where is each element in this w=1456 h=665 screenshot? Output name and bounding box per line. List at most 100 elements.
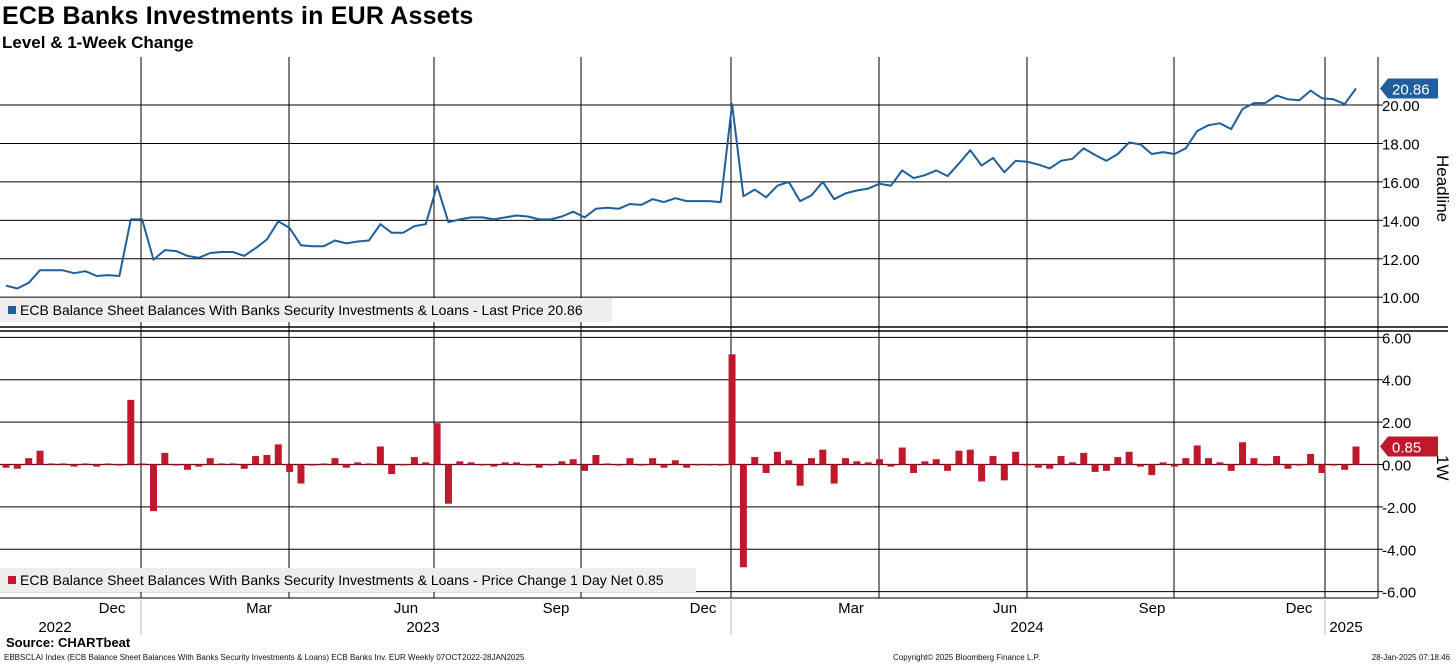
bar xyxy=(354,462,362,465)
copyright: Copyright© 2025 Bloomberg Finance L.P. xyxy=(893,653,1041,662)
bar xyxy=(989,456,997,465)
bar xyxy=(751,457,759,465)
bar xyxy=(297,464,305,484)
bar xyxy=(819,449,827,465)
top-last-value-text: 20.86 xyxy=(1392,82,1430,99)
bar xyxy=(376,446,384,465)
bar xyxy=(694,464,702,466)
bar xyxy=(910,464,918,473)
bar xyxy=(365,463,373,465)
bar xyxy=(342,464,350,468)
bar xyxy=(308,464,316,466)
bottom-y-tick-label: 2.00 xyxy=(1382,415,1411,432)
bar xyxy=(705,464,713,466)
x-tick-label: Mar xyxy=(838,600,864,617)
bottom-y-tick-label: -6.00 xyxy=(1382,585,1416,602)
bar xyxy=(161,452,169,465)
top-last-value-box xyxy=(1380,78,1438,99)
bar xyxy=(456,461,464,465)
bar xyxy=(184,464,192,470)
bar xyxy=(1034,464,1042,468)
bar xyxy=(671,460,679,465)
x-tick-label: Jun xyxy=(394,600,418,617)
bar xyxy=(1012,451,1020,465)
bar xyxy=(388,464,396,475)
bar xyxy=(1080,452,1088,465)
bar xyxy=(1182,458,1190,465)
bar xyxy=(524,464,532,466)
bar xyxy=(501,462,509,465)
bottom-y-tick-label: 0.00 xyxy=(1382,458,1411,475)
bar xyxy=(70,464,78,467)
top-y-axis-title: Headline xyxy=(1433,155,1452,222)
bar xyxy=(876,459,884,465)
x-tick-label: Jun xyxy=(993,600,1017,617)
bar xyxy=(1068,462,1076,465)
bar xyxy=(603,463,611,465)
bar xyxy=(921,461,929,465)
bar xyxy=(478,464,486,466)
bar xyxy=(13,464,21,469)
bottom-last-value-text: 0.85 xyxy=(1392,439,1421,456)
x-tick-label: Dec xyxy=(1286,600,1313,617)
bar xyxy=(1125,451,1133,465)
bar xyxy=(739,464,747,568)
bar xyxy=(898,447,906,465)
bar xyxy=(932,459,940,465)
bar xyxy=(490,464,498,467)
bar xyxy=(149,464,157,512)
bar xyxy=(104,463,112,465)
bar xyxy=(1057,456,1065,465)
bar xyxy=(331,458,339,465)
bar xyxy=(274,444,282,465)
bar xyxy=(887,464,895,467)
x-year-label: 2023 xyxy=(406,619,439,636)
bar xyxy=(864,462,872,465)
bottom-y-tick-label: 4.00 xyxy=(1382,373,1411,390)
headline-line xyxy=(5,87,1357,290)
x-tick-label: Mar xyxy=(246,600,272,617)
x-year-label: 2022 xyxy=(38,619,71,636)
bar xyxy=(1250,458,1258,465)
bar xyxy=(252,456,260,465)
bar xyxy=(547,464,555,466)
bar xyxy=(1227,464,1235,471)
top-y-tick-label: 20.00 xyxy=(1382,98,1420,115)
bar xyxy=(59,463,67,465)
top-y-tick-label: 12.00 xyxy=(1382,252,1420,269)
bar xyxy=(93,464,101,467)
bottom-y-tick-label: -2.00 xyxy=(1382,500,1416,517)
bar xyxy=(138,463,146,465)
bar xyxy=(592,454,600,465)
bar xyxy=(853,461,861,465)
top-y-tick-label: 16.00 xyxy=(1382,175,1420,192)
top-legend-swatch xyxy=(8,306,16,314)
timestamp: 28-Jan-2025 07:18:46 xyxy=(1371,653,1450,662)
bottom-y-tick-label: 6.00 xyxy=(1382,330,1411,347)
bar xyxy=(1193,445,1201,465)
bar xyxy=(966,449,974,465)
bar xyxy=(944,464,952,471)
bar xyxy=(785,460,793,465)
bar xyxy=(841,458,849,465)
top-y-tick-label: 18.00 xyxy=(1382,136,1420,153)
bar xyxy=(320,463,328,465)
bar xyxy=(535,464,543,468)
bottom-legend-bg xyxy=(0,568,696,592)
bar xyxy=(81,463,89,465)
bar xyxy=(1000,464,1008,481)
bar xyxy=(1352,446,1360,465)
x-tick-label: Sep xyxy=(543,600,570,617)
bar xyxy=(1205,458,1213,465)
bar xyxy=(467,462,475,465)
bar xyxy=(581,464,589,471)
bar xyxy=(615,464,623,466)
x-year-label: 2024 xyxy=(1010,619,1043,636)
chart-subtitle: Level & 1-Week Change xyxy=(2,33,194,52)
bar xyxy=(240,464,248,469)
bar xyxy=(47,463,55,465)
x-tick-label: Dec xyxy=(99,600,126,617)
bar xyxy=(444,464,452,504)
bottom-legend-swatch xyxy=(8,576,16,584)
